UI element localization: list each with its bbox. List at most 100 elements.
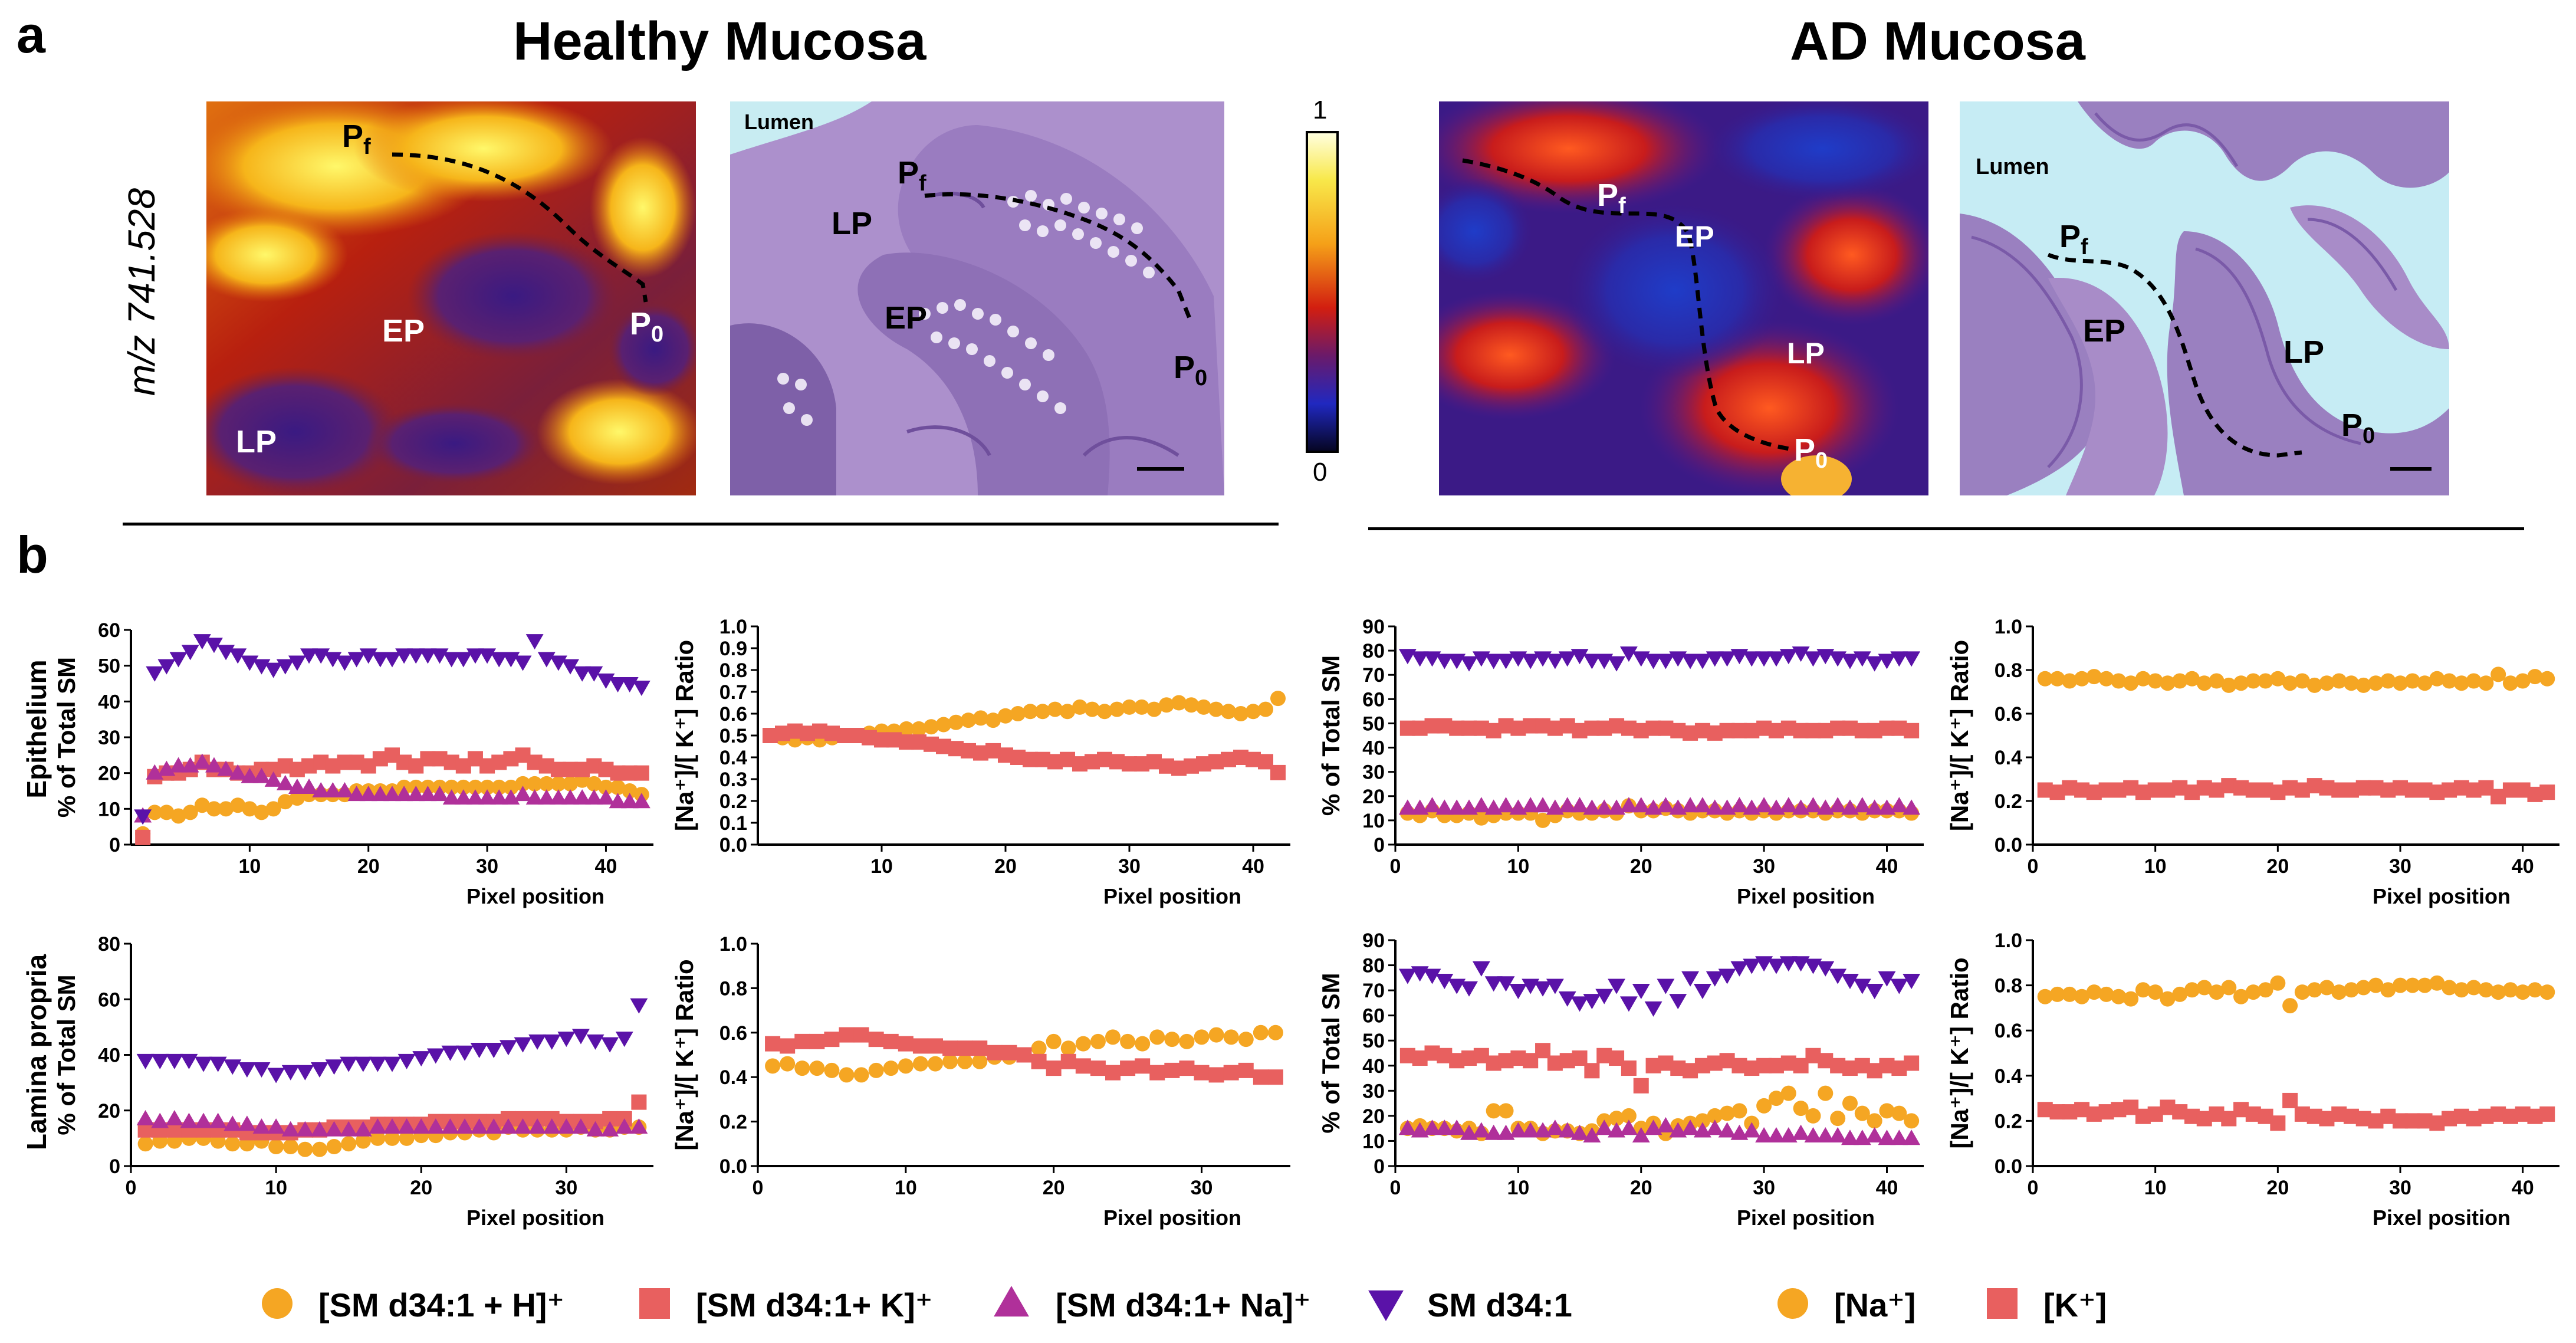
data-point	[1570, 797, 1589, 813]
data-point	[467, 779, 483, 795]
x-tick-label: 40	[595, 855, 617, 878]
data-point	[1693, 797, 1711, 813]
data-point	[1535, 812, 1551, 828]
ad-ms-image	[1439, 101, 1928, 495]
data-point	[2442, 673, 2457, 689]
data-point	[601, 1121, 619, 1137]
data-point	[1109, 701, 1125, 717]
data-point	[987, 1045, 1003, 1060]
series-triangle-up	[1398, 797, 1921, 815]
data-point	[1841, 654, 1859, 669]
x-axis-label: Pixel position	[1737, 884, 1875, 908]
series-square	[765, 1027, 1283, 1085]
data-point	[1159, 697, 1174, 713]
data-point	[1031, 1053, 1047, 1069]
data-point	[485, 1118, 503, 1134]
data-point	[1756, 1098, 1772, 1114]
p0-base: P	[1794, 432, 1816, 468]
x-tick-label: 20	[1630, 1177, 1652, 1199]
data-point	[1546, 1119, 1564, 1135]
data-point	[1816, 961, 1835, 977]
data-point	[2160, 675, 2176, 691]
data-point	[254, 805, 270, 820]
y-axis-label: [Na⁺]/[ K⁺] Ratio	[671, 959, 698, 1150]
data-point	[1184, 697, 1199, 713]
x-tick-label: 30	[1753, 855, 1775, 878]
ad-he-pf: Pf	[2059, 218, 2088, 260]
data-point	[2221, 677, 2237, 693]
data-point	[1657, 797, 1675, 813]
data-point	[442, 789, 461, 805]
data-point	[383, 1118, 401, 1134]
series-square	[1399, 1043, 1920, 1094]
data-point	[1164, 1032, 1180, 1048]
chart-healthy_lamina_sm: 0 20 40 60 80 0 10 20 30 Pixel position % of Total…	[52, 933, 653, 1230]
data-point	[525, 789, 544, 805]
data-point	[1768, 1091, 1784, 1106]
x-tick-label: 30	[2389, 855, 2411, 878]
data-point	[1718, 651, 1736, 667]
data-point	[2466, 980, 2482, 996]
data-point	[1619, 646, 1638, 662]
data-point	[1818, 1085, 1834, 1101]
data-point	[1595, 654, 1614, 669]
data-point	[1706, 651, 1724, 667]
data-point	[1120, 1060, 1136, 1076]
y-tick-label: 0.6	[719, 1022, 747, 1045]
y-tick-label: 80	[1362, 955, 1385, 977]
data-point	[1743, 651, 1761, 667]
p0-base: P	[1174, 350, 1195, 385]
data-point	[928, 1056, 943, 1072]
data-point	[370, 1130, 386, 1146]
data-point	[1583, 994, 1601, 1010]
data-point	[794, 1060, 810, 1076]
data-point	[2306, 982, 2322, 998]
x-tick-label: 10	[1507, 1177, 1529, 1199]
data-point	[369, 1118, 387, 1134]
series-circle	[135, 772, 649, 842]
data-point	[1122, 699, 1137, 715]
data-point	[2245, 984, 2261, 1000]
data-point	[514, 786, 532, 802]
series-triangle-down	[136, 998, 648, 1083]
data-point	[1878, 1129, 1896, 1145]
data-point	[490, 789, 508, 805]
legend-label-sm-na: [SM d34:1+ Na]⁺	[1056, 1286, 1311, 1324]
y-axis-label: % of Total SM	[52, 974, 80, 1135]
data-point	[1584, 1063, 1600, 1079]
data-point	[2184, 982, 2200, 998]
data-point	[193, 753, 211, 769]
data-point	[1755, 1127, 1773, 1142]
series-square	[1399, 718, 1920, 741]
data-point	[1509, 651, 1527, 667]
data-point	[470, 1118, 488, 1134]
data-point	[1718, 968, 1736, 984]
series-triangle-up	[1398, 1117, 1921, 1145]
x-tick-label: 30	[1191, 1177, 1213, 1199]
data-point	[1816, 1127, 1835, 1142]
data-point	[961, 712, 976, 728]
data-point	[1853, 1129, 1871, 1145]
x-tick-label: 0	[2028, 1177, 2039, 1199]
data-point	[1608, 978, 1626, 994]
data-point	[1793, 1101, 1809, 1117]
data-point	[2147, 673, 2163, 689]
y-tick-label: 0.0	[719, 1155, 747, 1178]
data-point	[354, 1121, 372, 1137]
data-point	[1903, 1129, 1921, 1145]
legend-label-sm: SM d34:1	[1427, 1286, 1572, 1324]
data-point	[311, 1141, 327, 1157]
data-point	[2319, 675, 2335, 691]
data-point	[1435, 1119, 1454, 1135]
data-point	[615, 1118, 633, 1134]
data-point	[853, 1067, 869, 1083]
data-point	[2270, 671, 2286, 687]
data-point	[442, 652, 461, 668]
data-point	[1583, 799, 1601, 815]
data-point	[1730, 961, 1749, 977]
y-tick-label: 10	[1362, 810, 1385, 832]
y-tick-label: 50	[1362, 1030, 1385, 1052]
data-point	[620, 793, 639, 809]
